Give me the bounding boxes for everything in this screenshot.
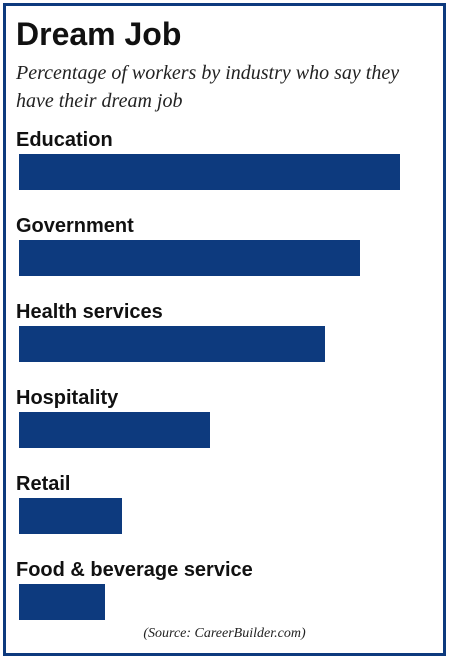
bar bbox=[19, 412, 210, 448]
category-label: Government bbox=[16, 215, 134, 237]
bar-area: Education Government Health services Hospit… bbox=[6, 6, 443, 653]
bar bbox=[19, 326, 325, 362]
chart-title: Dream Job bbox=[16, 16, 182, 52]
bar bbox=[19, 584, 105, 620]
source-note: (Source: CareerBuilder.com) bbox=[143, 626, 306, 641]
bar bbox=[19, 498, 122, 534]
bar bbox=[19, 240, 360, 276]
category-label: Hospitality bbox=[16, 387, 119, 409]
category-label: Education bbox=[16, 129, 113, 151]
category-label: Food & beverage service bbox=[16, 559, 253, 581]
bar bbox=[19, 154, 400, 190]
chart-frame: Dream Job Percentage of workers by indus… bbox=[3, 3, 446, 656]
category-label: Health services bbox=[16, 301, 163, 323]
category-label: Retail bbox=[16, 473, 71, 495]
chart-subtitle: Percentage of workers by industry who sa… bbox=[16, 62, 400, 112]
